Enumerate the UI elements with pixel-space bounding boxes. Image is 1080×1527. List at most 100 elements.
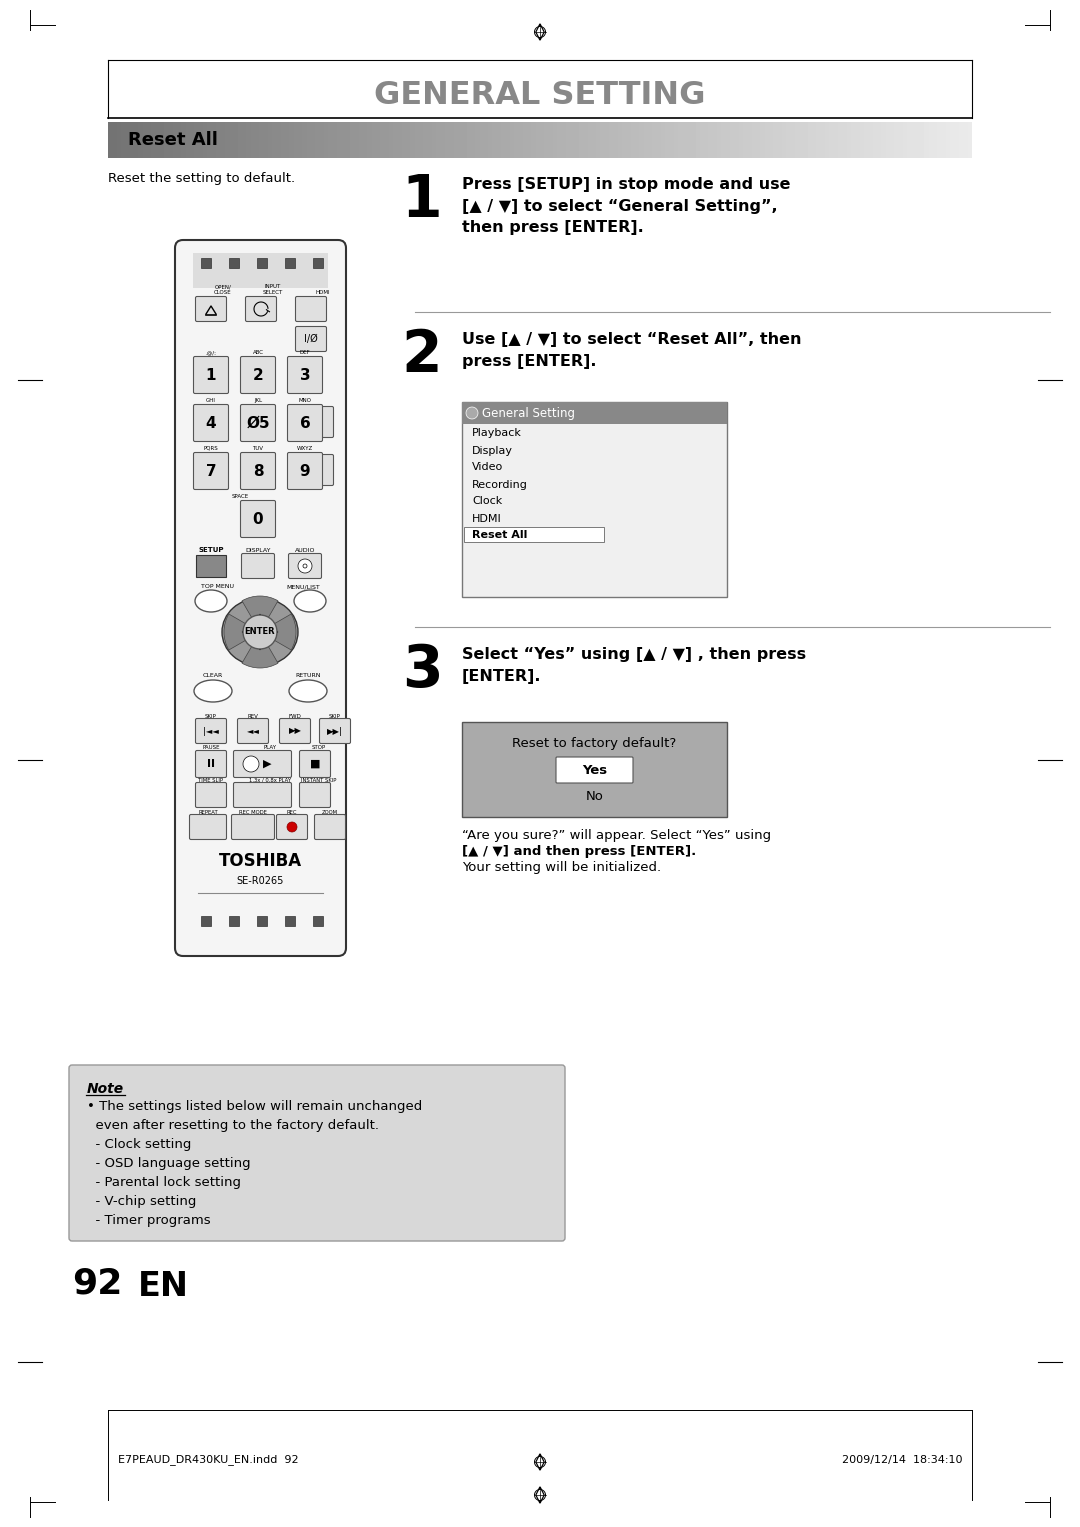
- Text: ABC: ABC: [253, 350, 264, 354]
- Text: Reset All: Reset All: [472, 530, 527, 541]
- Text: PQRS: PQRS: [204, 446, 218, 450]
- Text: 2: 2: [253, 368, 264, 382]
- Ellipse shape: [289, 680, 327, 702]
- Text: 4: 4: [205, 415, 216, 431]
- Text: TOSHIBA: TOSHIBA: [218, 852, 301, 870]
- Bar: [462, 722, 727, 817]
- Text: - Timer programs: - Timer programs: [87, 1214, 211, 1228]
- FancyBboxPatch shape: [231, 814, 274, 840]
- Text: - V-chip setting: - V-chip setting: [87, 1196, 197, 1208]
- Text: Display: Display: [472, 446, 513, 455]
- Text: Ø5: Ø5: [246, 415, 270, 431]
- Text: INPUT
SELECT: INPUT SELECT: [262, 284, 283, 295]
- Text: Yes: Yes: [582, 764, 607, 777]
- Text: AUDIO: AUDIO: [295, 548, 315, 553]
- FancyBboxPatch shape: [195, 719, 227, 744]
- Text: TOP MENU: TOP MENU: [201, 585, 234, 589]
- FancyBboxPatch shape: [195, 782, 227, 808]
- Text: WXYZ: WXYZ: [297, 446, 313, 450]
- Bar: [201, 916, 211, 925]
- FancyBboxPatch shape: [314, 814, 346, 840]
- FancyBboxPatch shape: [320, 719, 351, 744]
- Text: REC: REC: [287, 809, 297, 815]
- Text: OPEN/
CLOSE: OPEN/ CLOSE: [214, 284, 232, 295]
- Bar: [462, 402, 727, 425]
- FancyBboxPatch shape: [299, 782, 330, 808]
- Text: • The settings listed below will remain unchanged: • The settings listed below will remain …: [87, 1099, 422, 1113]
- FancyBboxPatch shape: [241, 356, 275, 394]
- Bar: [201, 258, 211, 269]
- Text: TIMER
PROG.: TIMER PROG.: [313, 457, 328, 467]
- Text: ■: ■: [310, 759, 321, 770]
- Text: RETURN: RETURN: [295, 673, 321, 678]
- FancyBboxPatch shape: [287, 452, 323, 490]
- Text: - Clock setting: - Clock setting: [87, 1138, 191, 1151]
- Text: 0: 0: [253, 512, 264, 527]
- Wedge shape: [224, 614, 260, 651]
- Circle shape: [298, 559, 312, 573]
- FancyBboxPatch shape: [195, 296, 227, 322]
- Text: DEF: DEF: [299, 350, 310, 354]
- Text: REC MODE: REC MODE: [239, 809, 267, 815]
- Polygon shape: [536, 1454, 544, 1471]
- Text: ▶▶|: ▶▶|: [327, 727, 343, 736]
- Bar: [229, 916, 239, 925]
- Text: TUV: TUV: [253, 446, 264, 450]
- Text: 1.3x / 0.8x PLAY: 1.3x / 0.8x PLAY: [248, 777, 292, 783]
- Bar: [462, 402, 727, 597]
- Text: TIME SLIP: TIME SLIP: [199, 777, 224, 783]
- Text: SE-R0265: SE-R0265: [237, 876, 284, 886]
- Text: Note: Note: [87, 1083, 124, 1096]
- Text: EN: EN: [138, 1270, 189, 1303]
- Text: CLEAR: CLEAR: [203, 673, 224, 678]
- Text: FWD: FWD: [288, 715, 301, 719]
- Polygon shape: [538, 1457, 543, 1467]
- Bar: [229, 258, 239, 269]
- FancyBboxPatch shape: [233, 750, 292, 777]
- Text: Reset the setting to default.: Reset the setting to default.: [108, 173, 295, 185]
- FancyBboxPatch shape: [241, 501, 275, 538]
- Bar: [313, 258, 323, 269]
- Polygon shape: [536, 24, 544, 40]
- Text: .@/:: .@/:: [205, 350, 216, 354]
- Text: HDMI: HDMI: [472, 513, 502, 524]
- Wedge shape: [242, 632, 278, 667]
- Wedge shape: [260, 614, 296, 651]
- Text: Video: Video: [472, 463, 503, 472]
- Text: Use [▲ / ▼] to select “Reset All”, then
press [ENTER].: Use [▲ / ▼] to select “Reset All”, then …: [462, 331, 801, 368]
- Text: 1: 1: [402, 173, 443, 229]
- Text: INSTANT SKIP: INSTANT SKIP: [301, 777, 337, 783]
- Text: MENU/LIST: MENU/LIST: [286, 585, 320, 589]
- Circle shape: [465, 408, 478, 418]
- Text: Playback: Playback: [472, 429, 522, 438]
- FancyBboxPatch shape: [193, 356, 229, 394]
- FancyBboxPatch shape: [280, 719, 311, 744]
- Circle shape: [243, 615, 276, 649]
- Bar: [257, 916, 267, 925]
- Text: STOP: STOP: [312, 745, 326, 750]
- Text: GENERAL SETTING: GENERAL SETTING: [375, 81, 705, 111]
- Text: 8: 8: [253, 464, 264, 478]
- Text: - OSD language setting: - OSD language setting: [87, 1157, 251, 1170]
- Bar: [313, 916, 323, 925]
- Text: 3: 3: [299, 368, 310, 382]
- Text: SKIP: SKIP: [329, 715, 341, 719]
- Text: ENTER: ENTER: [245, 628, 275, 637]
- FancyBboxPatch shape: [175, 240, 346, 956]
- Text: PLAY: PLAY: [264, 745, 276, 750]
- FancyBboxPatch shape: [299, 750, 330, 777]
- Wedge shape: [242, 596, 278, 632]
- Polygon shape: [538, 1490, 543, 1501]
- Text: I/Ø: I/Ø: [305, 334, 318, 344]
- Text: Reset All: Reset All: [129, 131, 218, 150]
- FancyBboxPatch shape: [296, 327, 326, 351]
- FancyBboxPatch shape: [69, 1064, 565, 1241]
- FancyBboxPatch shape: [288, 553, 322, 579]
- Text: Reset to factory default?: Reset to factory default?: [512, 738, 677, 750]
- Text: HDMI: HDMI: [315, 290, 330, 295]
- FancyBboxPatch shape: [309, 455, 334, 486]
- Text: - Parental lock setting: - Parental lock setting: [87, 1176, 241, 1190]
- Text: SKIP: SKIP: [205, 715, 217, 719]
- Polygon shape: [536, 1487, 544, 1503]
- Text: ▶: ▶: [262, 759, 271, 770]
